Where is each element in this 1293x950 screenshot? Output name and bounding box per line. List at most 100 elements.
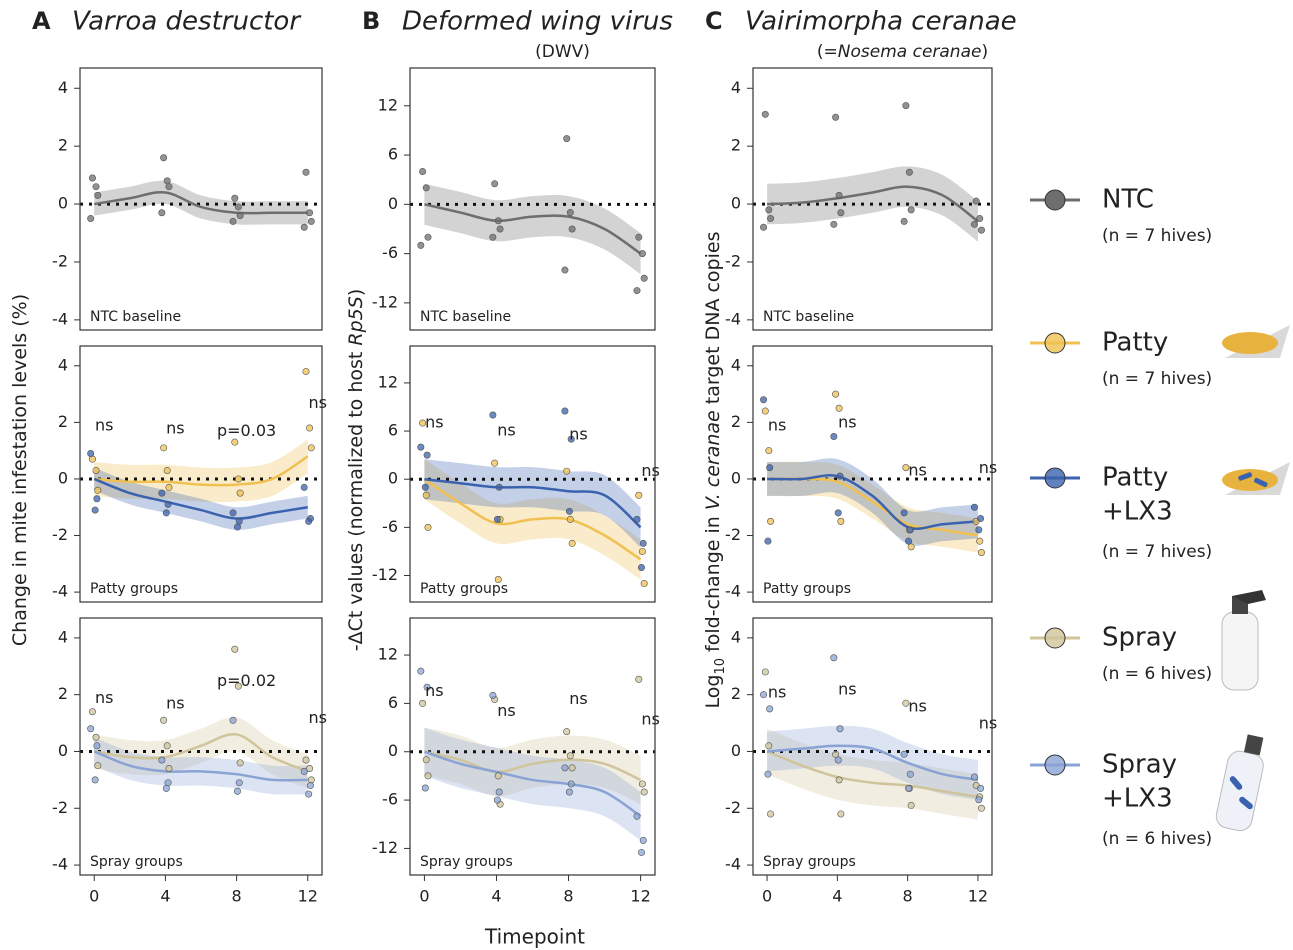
data-point xyxy=(160,154,168,162)
data-point xyxy=(567,780,575,788)
data-point xyxy=(422,756,430,764)
data-point xyxy=(165,765,173,773)
confidence-band xyxy=(424,459,641,548)
data-point xyxy=(767,517,775,525)
y-tick-label: -2 xyxy=(52,525,68,544)
y-tick-label: 4 xyxy=(731,78,741,97)
data-point xyxy=(834,509,842,517)
data-point xyxy=(902,102,910,110)
y-tick-label: -4 xyxy=(725,582,741,601)
data-point xyxy=(419,419,427,427)
data-point xyxy=(568,539,576,547)
x-tick-label: 12 xyxy=(968,887,988,906)
data-point xyxy=(638,250,646,258)
x-tick-label: 0 xyxy=(762,887,772,906)
legend-marker xyxy=(1044,467,1066,489)
data-point xyxy=(160,444,168,452)
subtitle-part: (DWV) xyxy=(535,42,590,62)
data-point xyxy=(160,716,168,724)
significance-label: ns xyxy=(497,701,515,720)
y-tick-label: -12 xyxy=(372,838,398,857)
data-point xyxy=(835,776,843,784)
data-point xyxy=(905,168,913,176)
data-point xyxy=(305,790,313,798)
data-point xyxy=(760,223,768,231)
patty-lx3-icon xyxy=(1205,462,1290,495)
data-point xyxy=(424,233,432,241)
legend-marker xyxy=(1044,627,1066,649)
data-point xyxy=(424,772,432,780)
significance-label: ns xyxy=(309,393,327,412)
confidence-band xyxy=(94,737,308,795)
y-tick-label: 0 xyxy=(731,741,741,760)
data-point xyxy=(234,682,242,690)
y-tick-label: -4 xyxy=(52,855,68,874)
y-axis-title: -ΔCt values (normalized to host Rp5S) xyxy=(345,289,367,652)
legend-marker xyxy=(1044,189,1066,211)
patty-icon xyxy=(1205,325,1290,358)
significance-label: ns xyxy=(95,415,113,434)
data-point xyxy=(635,491,643,499)
panel-frame xyxy=(752,345,993,603)
confidence-band xyxy=(767,728,978,820)
data-point xyxy=(637,563,645,571)
data-point xyxy=(900,750,908,758)
y-tick-label: -4 xyxy=(725,309,741,328)
data-point xyxy=(635,675,643,683)
data-point xyxy=(900,217,908,225)
y-title-part: 10 xyxy=(713,658,728,675)
y-tick-label: -12 xyxy=(372,292,398,311)
data-point xyxy=(837,209,845,217)
data-point xyxy=(561,764,569,772)
significance-label: ns xyxy=(641,461,659,480)
x-tick-label: 12 xyxy=(630,887,650,906)
data-point xyxy=(419,167,427,175)
data-point xyxy=(424,523,432,531)
data-point xyxy=(640,274,648,282)
y-tick-label: 2 xyxy=(731,684,741,703)
data-point xyxy=(970,503,978,511)
data-point xyxy=(158,209,166,217)
data-point xyxy=(158,756,166,764)
data-point xyxy=(832,113,840,121)
data-point xyxy=(423,451,431,459)
data-point xyxy=(489,233,497,241)
spray-lx3-icon xyxy=(1215,734,1264,832)
data-point xyxy=(306,765,314,773)
data-point xyxy=(419,699,427,707)
data-point xyxy=(830,433,838,441)
significance-label: ns xyxy=(309,708,327,727)
trend-line xyxy=(424,477,642,529)
y-tick-label: 2 xyxy=(58,136,68,155)
y-tick-label: 12 xyxy=(378,95,398,114)
legend-note: (n = 7 hives) xyxy=(1102,542,1212,562)
data-point xyxy=(300,483,308,491)
y-tick-label: 2 xyxy=(58,412,68,431)
x-axis-title: Timepoint xyxy=(484,925,585,949)
y-tick-label: -6 xyxy=(382,517,398,536)
legend-marker xyxy=(1044,332,1066,354)
data-point xyxy=(94,486,102,494)
legend-note: (n = 7 hives) xyxy=(1102,369,1212,389)
significance-label: ns xyxy=(979,713,997,732)
trend-line xyxy=(424,203,642,255)
x-tick-label: 8 xyxy=(231,887,241,906)
column-subtitle: (DWV) xyxy=(535,42,590,62)
y-title-part: Rp5S xyxy=(345,296,367,345)
confidence-band xyxy=(767,461,978,553)
significance-label: ns xyxy=(768,682,786,701)
data-point xyxy=(421,784,429,792)
data-point xyxy=(977,784,985,792)
data-point xyxy=(306,209,314,217)
trend-line xyxy=(94,190,308,215)
significance-label: ns xyxy=(425,681,443,700)
data-point xyxy=(236,489,244,497)
trend-line xyxy=(766,750,979,799)
confidence-band xyxy=(424,183,641,275)
data-point xyxy=(561,407,569,415)
panel-label: NTC baseline xyxy=(90,309,181,325)
y-tick-label: 2 xyxy=(731,412,741,431)
spray-icon xyxy=(1221,590,1266,691)
data-point xyxy=(830,654,838,662)
